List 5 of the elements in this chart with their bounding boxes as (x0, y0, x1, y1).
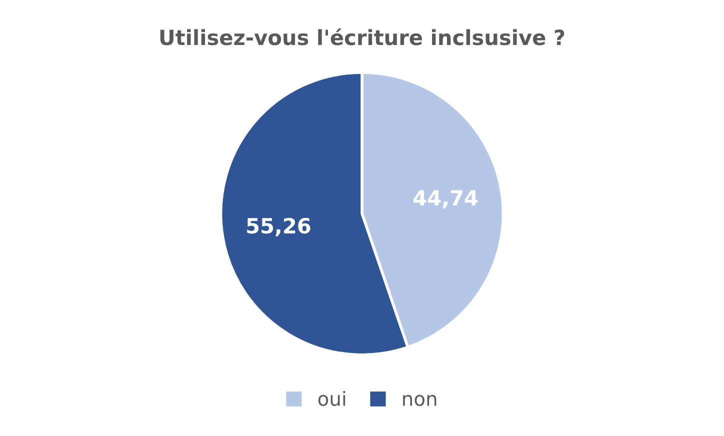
legend-label: non (403, 394, 436, 406)
chart-title: Utilisez-vous l'écriture inclsusive ? (160, 28, 564, 46)
data-label: 55,26 (247, 218, 310, 236)
legend-label: oui (318, 390, 346, 406)
data-label: 44,74 (414, 190, 478, 208)
